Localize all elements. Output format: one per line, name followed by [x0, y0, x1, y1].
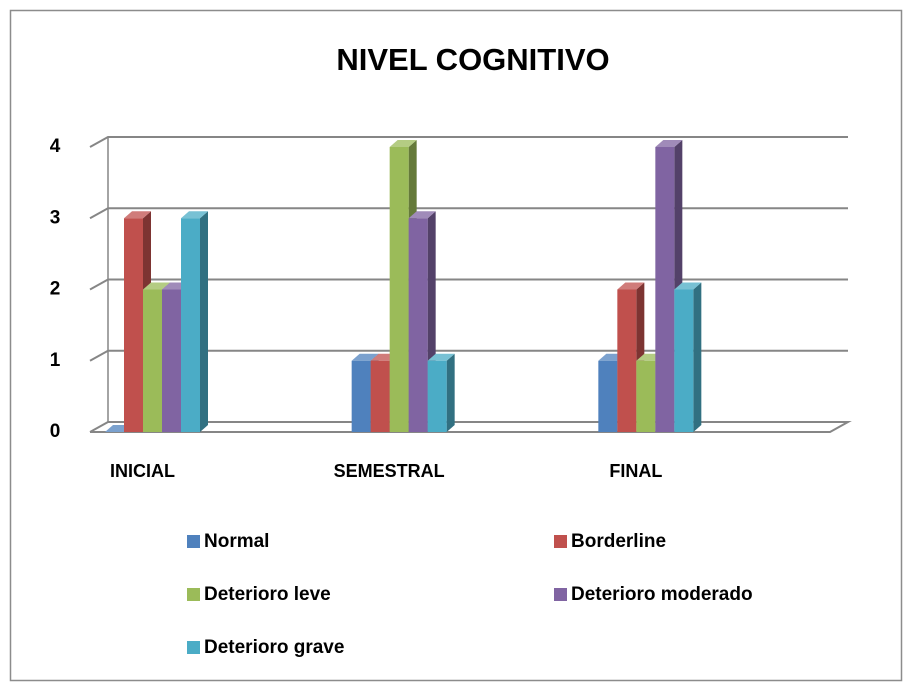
legend-label: Deterioro leve	[204, 584, 331, 605]
chart-title: NIVEL COGNITIVO	[336, 42, 609, 77]
bar	[124, 218, 143, 432]
legend-swatch	[187, 588, 200, 601]
legend-label: Borderline	[571, 531, 666, 552]
bar-top	[124, 211, 151, 219]
legend-label: Deterioro grave	[204, 637, 344, 658]
bar	[408, 218, 428, 432]
bar	[181, 218, 200, 432]
grid-line	[89, 421, 852, 433]
bar	[162, 289, 181, 432]
y-tick-label: 2	[50, 279, 61, 300]
bar-top	[181, 211, 208, 219]
bar-side	[200, 211, 208, 432]
bar	[617, 289, 637, 432]
bar	[351, 360, 371, 432]
bar-side	[446, 353, 455, 432]
bar-top	[408, 211, 436, 219]
bar	[655, 147, 675, 432]
y-tick-label: 4	[50, 136, 61, 157]
x-tick-label: SEMESTRAL	[334, 461, 445, 481]
bar-top	[617, 282, 645, 290]
bar	[427, 360, 447, 432]
legend-swatch	[554, 588, 567, 601]
legend-label: Deterioro moderado	[571, 584, 753, 605]
bar	[143, 289, 162, 432]
legend-swatch	[187, 535, 200, 548]
bar	[598, 360, 618, 432]
y-tick-label: 3	[50, 207, 61, 228]
y-tick-label: 0	[50, 421, 61, 442]
bar	[674, 289, 694, 432]
bar-top	[143, 282, 170, 290]
bar-top	[389, 140, 417, 147]
legend-swatch	[187, 641, 200, 654]
y-tick-label: 1	[50, 350, 61, 371]
legend-swatch	[554, 535, 567, 548]
bar-side	[693, 282, 702, 432]
bar	[636, 360, 656, 432]
bar	[370, 360, 390, 432]
bar-top	[674, 282, 702, 290]
x-tick-label: FINAL	[609, 461, 662, 481]
x-tick-label: INICIAL	[110, 461, 175, 481]
bar-top	[655, 140, 683, 147]
bar	[389, 147, 409, 432]
legend-label: Normal	[204, 531, 269, 552]
bar-top	[351, 353, 379, 361]
bar-top	[427, 353, 455, 361]
